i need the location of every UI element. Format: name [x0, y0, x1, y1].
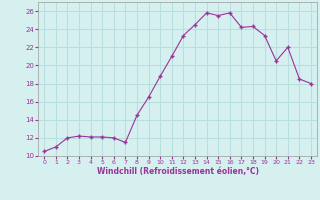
X-axis label: Windchill (Refroidissement éolien,°C): Windchill (Refroidissement éolien,°C)	[97, 167, 259, 176]
